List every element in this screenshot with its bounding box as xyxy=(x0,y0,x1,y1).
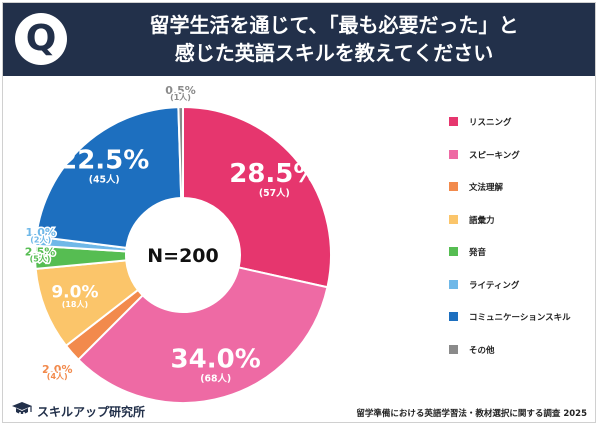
slice-7 xyxy=(35,106,183,249)
legend-item-2: スピーキング xyxy=(449,148,594,181)
legend-swatch-8 xyxy=(449,344,458,354)
header-bar: Q 留学生活を通じて、「最も必要だった」と 感じた英語スキルを教えてください xyxy=(3,3,595,76)
slice-8-label: 0.5%(1人) xyxy=(164,83,198,104)
graduation-cap-icon xyxy=(12,402,32,414)
slice-3-count: (4人) xyxy=(47,371,68,381)
slice-3-percent: 2.0% xyxy=(42,363,73,376)
slice-8 xyxy=(177,105,184,200)
legend-item-7: コミュニケーションスキル xyxy=(449,310,594,343)
legend-item-3: 文法理解 xyxy=(449,180,594,213)
legend-swatch-6 xyxy=(449,279,458,289)
slice-2-label: 34.0%(68人) xyxy=(171,344,261,384)
legend-item-4: 語彙力 xyxy=(449,213,594,246)
brand-name: スキルアップ研究所 xyxy=(37,405,146,419)
slice-7-count: (45人) xyxy=(89,174,120,186)
question-title-line-2: 感じた英語スキルを教えてください xyxy=(174,41,494,65)
legend-swatch-2 xyxy=(449,149,458,159)
slice-5-label: 2.5%(5人) xyxy=(23,244,57,265)
slice-2-count: (68人) xyxy=(200,373,231,385)
slice-1-count: (57人) xyxy=(259,187,290,199)
legend-label-8: その他 xyxy=(469,345,495,356)
slice-7-label: 22.5%(45人) xyxy=(59,145,149,185)
legend-label-1: リスニング xyxy=(469,118,512,128)
slice-7-percent: 22.5% xyxy=(59,145,149,175)
slice-3-label: 2.0%(4人) xyxy=(40,361,74,382)
question-title-line-1: 留学生活を通じて、「最も必要だった」と xyxy=(149,13,519,37)
slice-8-count: (1人) xyxy=(170,92,191,102)
legend-swatch-3 xyxy=(449,182,458,191)
legend-label-5: 発音 xyxy=(469,248,487,258)
chart-center-label: N=200 xyxy=(147,245,218,267)
slice-1-percent: 28.5% xyxy=(229,159,319,189)
legend-swatch-4 xyxy=(449,214,458,224)
slice-8-percent: 0.5% xyxy=(165,84,196,97)
legend-swatch-1 xyxy=(449,117,458,126)
slice-6-count: (2人) xyxy=(30,234,51,244)
legend-label-3: 文法理解 xyxy=(469,183,504,193)
question-title: 留学生活を通じて、「最も必要だった」と 感じた英語スキルを教えてください xyxy=(83,11,585,67)
question-badge: Q xyxy=(15,13,67,65)
legend-label-2: スピーキング xyxy=(469,150,520,161)
legend-swatch-5 xyxy=(449,247,458,256)
legend-item-1: リスニング xyxy=(449,115,594,148)
slice-5-percent: 2.5% xyxy=(25,245,56,258)
chart-legend: リスニングスピーキング 文法理解語彙力発音ライティングコミュニケーションスキル その… xyxy=(449,115,594,375)
slice-4-percent: 9.0% xyxy=(51,282,98,302)
slice-2-percent: 34.0% xyxy=(171,344,261,374)
legend-item-5: 発音 xyxy=(449,245,594,278)
legend-label-6: ライティング xyxy=(469,280,520,291)
slice-5-count: (5人) xyxy=(30,254,51,264)
legend-item-6: ライティング xyxy=(449,278,594,311)
donut-chart: N=20028.5%(57人)34.0%(68人)22.5%(45人)9.0%(… xyxy=(23,83,332,403)
legend-label-4: 語彙力 xyxy=(469,215,495,226)
survey-source: 留学準備における英語学習法・教材選択に関する調査 2025 xyxy=(356,409,587,419)
legend-item-8: その他 xyxy=(449,343,594,376)
slice-4-count: (18人) xyxy=(62,299,88,309)
slice-6-percent: 1.0% xyxy=(25,226,56,239)
slice-1 xyxy=(182,105,332,289)
slice-2 xyxy=(76,266,329,403)
infographic-card: Q 留学生活を通じて、「最も必要だった」と 感じた英語スキルを教えてください N… xyxy=(2,2,596,423)
legend-label-7: コミュニケーションスキル xyxy=(469,313,571,323)
slice-1-label: 28.5%(57人) xyxy=(229,159,319,199)
slice-4-label: 9.0%(18人) xyxy=(51,282,98,308)
slice-6-label: 1.0%(2人) xyxy=(24,225,58,246)
legend-swatch-7 xyxy=(449,312,458,321)
